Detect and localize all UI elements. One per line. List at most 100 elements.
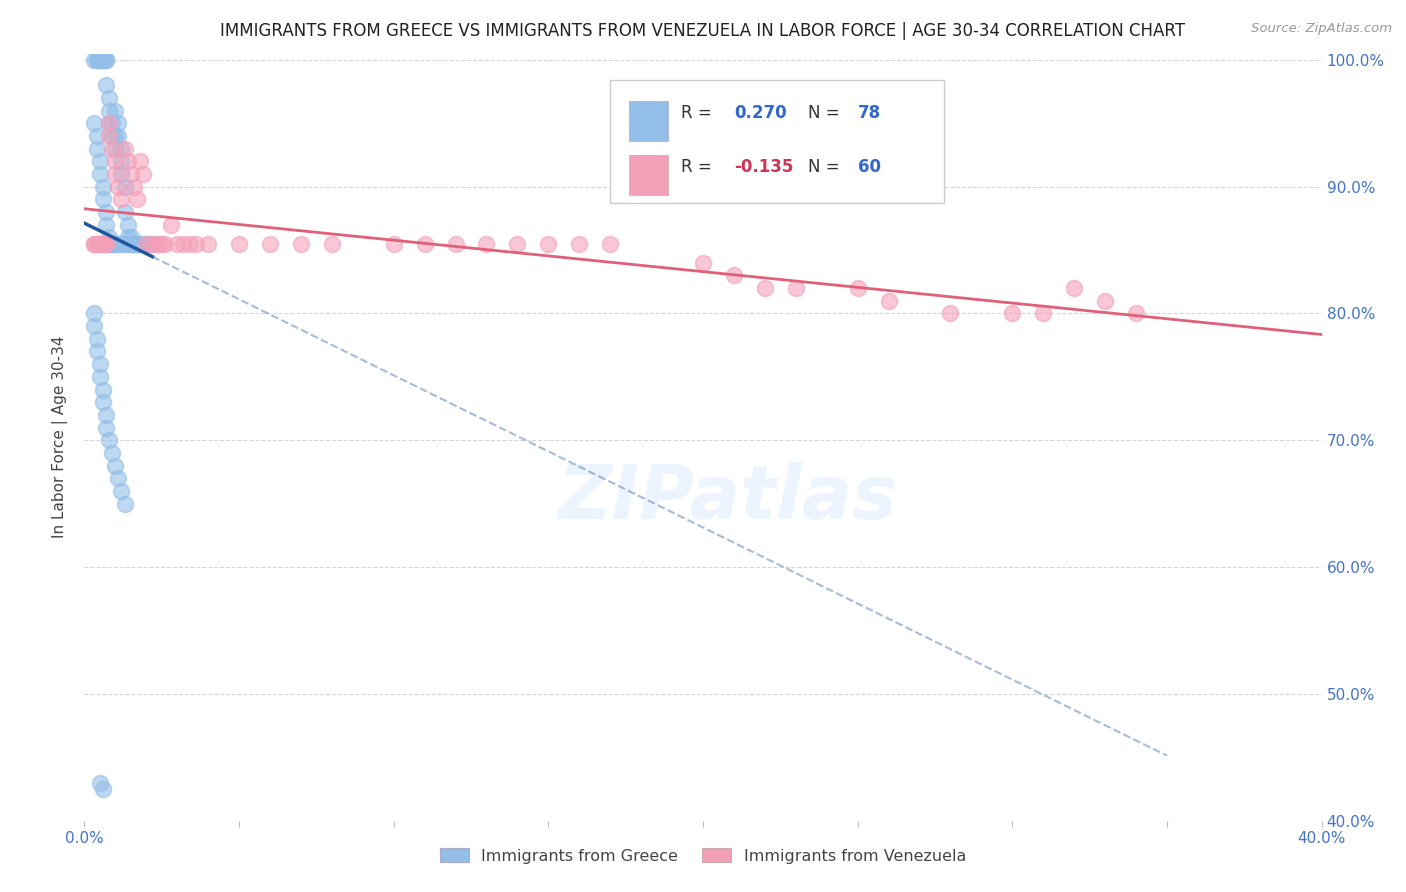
Point	[89, 369, 111, 384]
Point	[98, 434, 121, 448]
Point	[754, 281, 776, 295]
Text: 78: 78	[858, 104, 880, 122]
Point	[104, 236, 127, 251]
Point	[120, 236, 142, 251]
Point	[413, 236, 436, 251]
Point	[599, 236, 621, 251]
Point	[321, 236, 343, 251]
Point	[86, 236, 108, 251]
Point	[444, 236, 467, 251]
Point	[290, 236, 312, 251]
Point	[94, 53, 117, 67]
Text: 60: 60	[858, 158, 880, 176]
Point	[110, 167, 132, 181]
Point	[122, 236, 145, 251]
Point	[120, 167, 142, 181]
Point	[107, 128, 129, 143]
Point	[1094, 293, 1116, 308]
Point	[179, 236, 201, 251]
Point	[382, 236, 405, 251]
Point	[145, 236, 167, 251]
Point	[125, 236, 148, 251]
Point	[107, 179, 129, 194]
Point	[135, 236, 157, 251]
Point	[98, 91, 121, 105]
Point	[89, 775, 111, 789]
Point	[228, 236, 250, 251]
Point	[98, 103, 121, 118]
Point	[91, 236, 114, 251]
Point	[101, 236, 124, 251]
Point	[184, 236, 207, 251]
Point	[89, 236, 111, 251]
Text: 0.270: 0.270	[734, 104, 786, 122]
Point	[129, 154, 152, 169]
Point	[153, 236, 176, 251]
Point	[107, 236, 129, 251]
Point	[86, 53, 108, 67]
Point	[107, 471, 129, 485]
Point	[89, 154, 111, 169]
Point	[692, 256, 714, 270]
Point	[110, 154, 132, 169]
Point	[117, 236, 139, 251]
Point	[114, 142, 136, 156]
FancyBboxPatch shape	[610, 80, 945, 203]
Text: -0.135: -0.135	[734, 158, 793, 176]
Point	[98, 230, 121, 244]
Point	[117, 218, 139, 232]
Point	[141, 236, 163, 251]
Point	[91, 53, 114, 67]
Point	[94, 236, 117, 251]
Point	[83, 236, 105, 251]
Point	[94, 408, 117, 422]
Point	[138, 236, 160, 251]
Point	[160, 218, 183, 232]
Point	[785, 281, 807, 295]
Point	[259, 236, 281, 251]
Point	[107, 116, 129, 130]
Point	[132, 236, 155, 251]
Point	[101, 128, 124, 143]
Point	[94, 53, 117, 67]
Point	[122, 179, 145, 194]
Text: N =: N =	[808, 158, 845, 176]
Point	[114, 236, 136, 251]
Point	[91, 53, 114, 67]
Text: R =: R =	[681, 104, 717, 122]
Point	[125, 236, 148, 251]
Point	[94, 78, 117, 93]
Point	[117, 230, 139, 244]
Point	[89, 167, 111, 181]
Point	[91, 236, 114, 251]
Point	[120, 230, 142, 244]
Point	[83, 236, 105, 251]
Point	[94, 218, 117, 232]
Point	[110, 142, 132, 156]
Point	[89, 357, 111, 371]
Point	[98, 116, 121, 130]
Point	[94, 205, 117, 219]
Point	[89, 53, 111, 67]
Point	[166, 236, 188, 251]
Legend: Immigrants from Greece, Immigrants from Venezuela: Immigrants from Greece, Immigrants from …	[433, 842, 973, 871]
Point	[83, 306, 105, 320]
Point	[150, 236, 173, 251]
Point	[114, 205, 136, 219]
Point	[104, 142, 127, 156]
Point	[101, 446, 124, 460]
Point	[132, 167, 155, 181]
Point	[98, 236, 121, 251]
Point	[110, 483, 132, 498]
Point	[475, 236, 498, 251]
Text: ZIPatlas: ZIPatlas	[558, 462, 898, 535]
Point	[120, 236, 142, 251]
Y-axis label: In Labor Force | Age 30-34: In Labor Force | Age 30-34	[52, 335, 69, 539]
Point	[135, 236, 157, 251]
Point	[94, 236, 117, 251]
Point	[91, 395, 114, 409]
Point	[86, 128, 108, 143]
Point	[89, 53, 111, 67]
Point	[110, 192, 132, 206]
Point	[104, 236, 127, 251]
